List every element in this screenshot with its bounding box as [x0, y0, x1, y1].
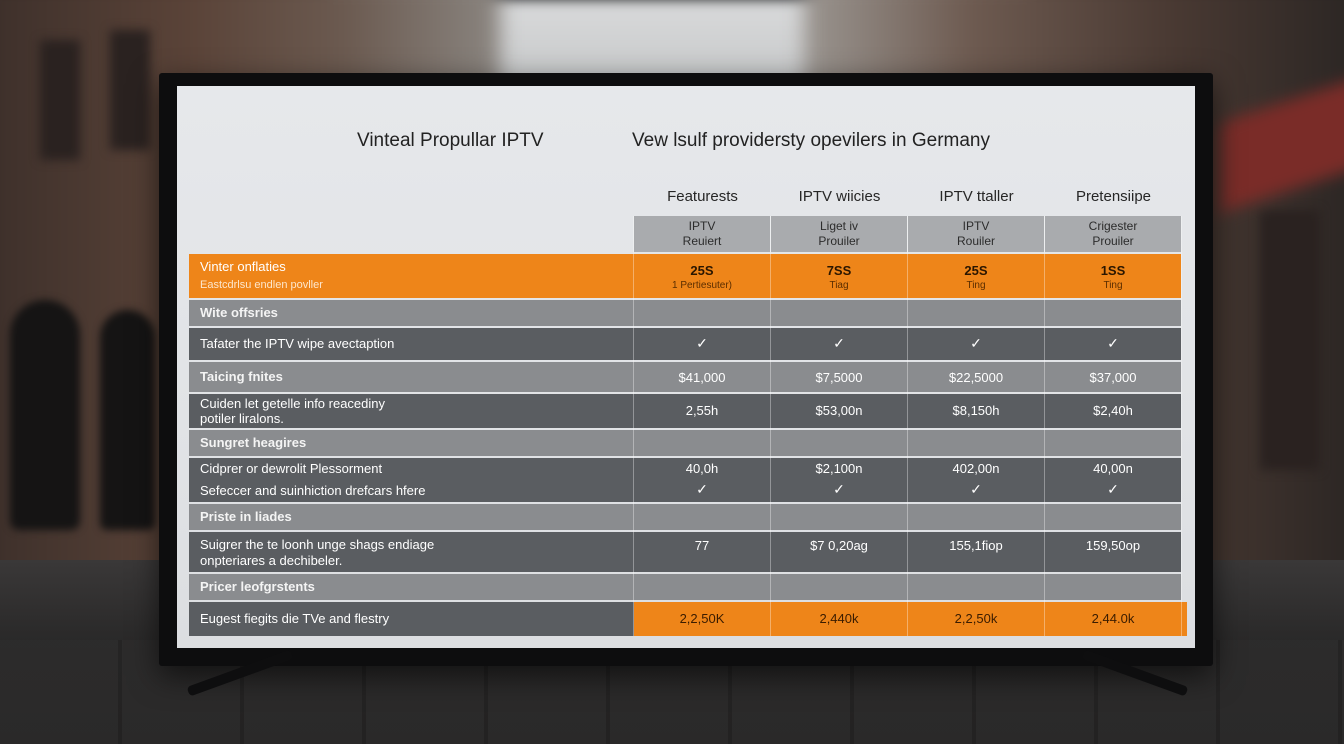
check-icon: ✓: [696, 481, 708, 497]
column-divider: [770, 216, 771, 636]
price-cell: $22,5000: [948, 370, 1004, 385]
window: [110, 30, 150, 150]
highlight-sublabel: Eastcdrlsu endlen povller: [200, 279, 323, 291]
section-row: Wite offsries: [189, 300, 1181, 326]
check-icon: ✓: [970, 481, 982, 497]
window: [1260, 210, 1320, 470]
tv-screen: Vinteal Propullar IPTV Vew lsulf provide…: [177, 86, 1195, 648]
value-cell: 77: [694, 538, 710, 553]
highlight-subvalue: Tiag: [829, 280, 849, 291]
row-label: Suigrer the te loonh unge shags endiage: [200, 537, 435, 552]
column-header: IPTV ttaller: [939, 188, 1014, 205]
total-cell: 2,2,50K: [679, 611, 725, 626]
window: [40, 40, 80, 160]
row-label: Eugest fiegits die TVe and flestry: [200, 611, 390, 626]
highlight-label: Vinter onflaties: [200, 259, 286, 274]
section-row: Priste in liades: [189, 504, 1181, 530]
section-row: Sungret heagires: [189, 430, 1181, 456]
table-row: Suigrer the te loonh unge shags endiage …: [189, 532, 1181, 572]
value-cell: 155,1fiop: [949, 538, 1003, 553]
screen-title-right: Vew lsulf providersty opevilers in Germa…: [632, 130, 990, 151]
pedestrian: [10, 300, 80, 530]
column-header: Featurests: [667, 188, 738, 205]
total-cell: 2,44.0k: [1091, 611, 1135, 626]
value-cell: $53,00n: [815, 403, 863, 418]
sub-header: Crigester Prouiler: [1045, 216, 1181, 252]
highlight-value: 25S: [964, 263, 988, 278]
column-divider: [633, 216, 634, 636]
check-icon: ✓: [833, 335, 845, 351]
check-icon: ✓: [1107, 481, 1119, 497]
section-label: Priste in liades: [200, 509, 292, 524]
highlight-value: 25S: [690, 263, 714, 278]
value-cell: 2,55h: [685, 403, 719, 418]
value-cell: $8,150h: [952, 403, 1000, 418]
column-divider: [1181, 216, 1182, 636]
sub-header: IPTV Rouiler: [908, 216, 1044, 252]
highlight-subvalue: Ting: [966, 280, 986, 291]
column-header: IPTV wiicies: [798, 188, 881, 205]
screen-title-left: Vinteal Propullar IPTV: [357, 130, 544, 151]
row-label: Tafater the IPTV wipe avectaption: [200, 336, 395, 351]
value-cell: $7 0,20ag: [810, 538, 868, 553]
section-label: Wite offsries: [200, 305, 278, 320]
value-cell: 40,0h: [685, 461, 719, 476]
section-row: Pricer leofgrstents: [189, 574, 1181, 600]
highlight-subvalue: Ting: [1103, 280, 1123, 291]
price-cell: $7,5000: [815, 370, 863, 385]
price-cell: $41,000: [678, 370, 726, 385]
orange-total-band: [634, 602, 1187, 636]
pedestrian: [100, 310, 155, 530]
check-icon: ✓: [833, 481, 845, 497]
section-label: Taicing fnites: [200, 369, 283, 384]
value-cell: 40,00n: [1093, 461, 1133, 476]
column-header: Pretensiipe: [1075, 188, 1152, 205]
highlight-subvalue: 1 Pertiesuter): [671, 280, 733, 291]
table-row: Cidprer or dewrolit Plessorment Sefeccer…: [189, 458, 1181, 502]
row-label-line2: potiler liralons.: [200, 411, 284, 426]
sub-header: Liget iv Prouiler: [771, 216, 907, 252]
check-icon: ✓: [970, 335, 982, 351]
row-label: Cidprer or dewrolit Plessorment: [200, 461, 383, 476]
row-label-line2: onpteriares a dechibeler.: [200, 553, 343, 568]
highlight-row: Vinter onflaties Eastcdrlsu endlen povll…: [189, 254, 1181, 298]
value-cell: 159,50op: [1085, 538, 1141, 553]
total-cell: 2,440k: [819, 611, 859, 626]
sub-header: IPTV Reuiert: [634, 216, 770, 252]
price-cell: $37,000: [1089, 370, 1137, 385]
row-label-line2: Sefeccer and suinhiction drefcars hfere: [200, 483, 426, 498]
table-row: Tafater the IPTV wipe avectaption ✓ ✓ ✓ …: [189, 328, 1181, 360]
value-cell: $2,100n: [815, 461, 863, 476]
check-icon: ✓: [696, 335, 708, 351]
section-row: Taicing fnites $41,000 $7,5000 $22,5000 …: [189, 362, 1181, 392]
value-cell: $2,40h: [1093, 403, 1133, 418]
column-divider: [907, 216, 908, 636]
table-row: Cuiden let getelle info reacediny potile…: [189, 394, 1181, 428]
column-divider: [1044, 216, 1045, 636]
section-label: Pricer leofgrstents: [200, 579, 315, 594]
value-cell: 402,00n: [952, 461, 1000, 476]
row-label: Cuiden let getelle info reacediny: [200, 396, 386, 411]
highlight-value: 7SS: [826, 263, 852, 278]
section-label: Sungret heagires: [200, 435, 307, 450]
total-cell: 2,2,50k: [954, 611, 998, 626]
highlight-value: 1SS: [1100, 263, 1126, 278]
check-icon: ✓: [1107, 335, 1119, 351]
